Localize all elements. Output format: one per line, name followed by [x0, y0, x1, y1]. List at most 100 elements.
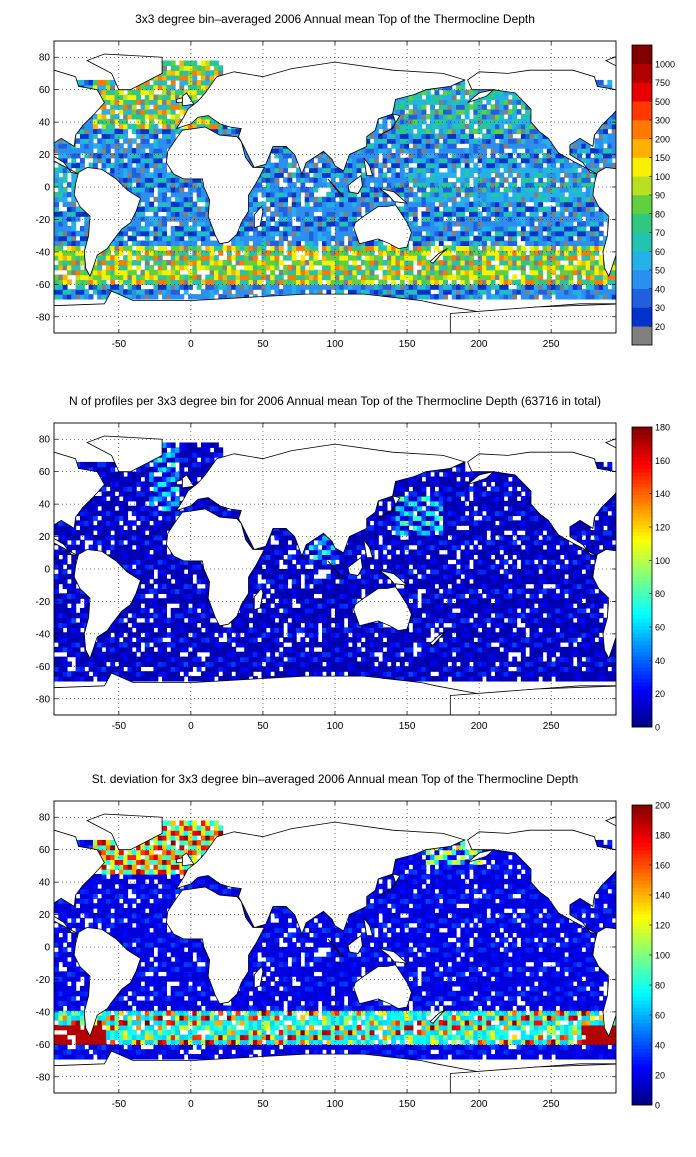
data-cell: [434, 206, 439, 211]
data-cell: [491, 187, 496, 192]
data-cell: [430, 129, 435, 134]
data-cell: [162, 294, 167, 299]
data-cell: [396, 153, 401, 158]
data-cell: [58, 216, 63, 221]
data-cell: [166, 206, 171, 211]
data-cell: [465, 153, 470, 158]
data-cell: [322, 163, 327, 168]
data-cell: [555, 158, 560, 163]
data-cell: [97, 260, 102, 265]
data-cell: [106, 80, 111, 85]
data-cell: [400, 143, 405, 148]
data-cell: [594, 275, 599, 280]
data-cell: [517, 206, 522, 211]
data-cell: [149, 221, 154, 226]
data-cell: [140, 216, 145, 221]
data-cell: [132, 221, 137, 226]
data-cell: [469, 119, 474, 124]
data-cell: [119, 153, 124, 158]
data-cell: [460, 226, 465, 231]
data-cell: [564, 226, 569, 231]
data-cell: [115, 270, 120, 275]
data-cell: [335, 202, 340, 207]
data-cell: [517, 265, 522, 270]
data-cell: [110, 138, 115, 143]
data-cell: [521, 279, 526, 284]
data-cell: [326, 270, 331, 275]
data-cell: [205, 119, 210, 124]
data-cell: [555, 197, 560, 202]
data-cell: [305, 202, 310, 207]
data-cell: [469, 294, 474, 299]
data-cell: [227, 289, 232, 294]
data-cell: [495, 158, 500, 163]
data-cell: [560, 187, 565, 192]
data-cell: [287, 182, 292, 187]
data-cell: [123, 104, 128, 109]
data-cell: [274, 172, 279, 177]
data-cell: [102, 275, 107, 280]
data-cell: [594, 143, 599, 148]
data-cell: [521, 260, 526, 265]
data-cell: [555, 192, 560, 197]
data-cell: [179, 192, 184, 197]
data-cell: [456, 202, 461, 207]
data-cell: [166, 284, 171, 289]
data-cell: [517, 202, 522, 207]
data-cell: [140, 168, 145, 173]
data-cell: [573, 197, 578, 202]
data-cell: [175, 265, 180, 270]
data-cell: [352, 265, 357, 270]
data-cell: [175, 289, 180, 294]
data-cell: [581, 226, 586, 231]
data-cell: [63, 265, 68, 270]
data-cell: [179, 236, 184, 241]
data-cell: [599, 138, 604, 143]
data-cell: [357, 270, 362, 275]
data-cell: [63, 250, 68, 255]
data-cell: [387, 284, 392, 289]
data-cell: [110, 255, 115, 260]
data-cell: [590, 163, 595, 168]
data-cell: [162, 90, 167, 95]
data-cell: [119, 241, 124, 246]
data-cell: [287, 221, 292, 226]
data-cell: [192, 211, 197, 216]
data-cell: [58, 289, 63, 294]
data-cell: [210, 265, 215, 270]
data-cell: [603, 275, 608, 280]
data-cell: [149, 255, 154, 260]
data-cell: [145, 95, 150, 100]
data-cell: [54, 294, 59, 299]
data-cell: [555, 168, 560, 173]
data-cell: [175, 294, 180, 299]
data-cell: [560, 206, 565, 211]
data-cell: [486, 143, 491, 148]
data-cell: [270, 260, 275, 265]
data-cell: [326, 197, 331, 202]
data-cell: [573, 202, 578, 207]
data-cell: [417, 284, 422, 289]
data-cell: [491, 245, 496, 250]
data-cell: [262, 245, 267, 250]
data-cell: [58, 245, 63, 250]
data-cell: [478, 119, 483, 124]
data-cell: [504, 143, 509, 148]
data-cell: [266, 226, 271, 231]
data-cell: [521, 284, 526, 289]
data-cell: [127, 260, 132, 265]
data-cell: [123, 99, 128, 104]
data-cell: [300, 231, 305, 236]
data-cell: [76, 163, 81, 168]
data-cell: [482, 158, 487, 163]
data-cell: [292, 206, 297, 211]
data-cell: [283, 284, 288, 289]
data-cell: [296, 245, 301, 250]
data-cell: [249, 255, 254, 260]
data-cell: [530, 289, 535, 294]
data-cell: [534, 211, 539, 216]
data-cell: [478, 148, 483, 153]
data-cell: [201, 236, 206, 241]
data-cell: [521, 114, 526, 119]
data-cell: [287, 275, 292, 280]
